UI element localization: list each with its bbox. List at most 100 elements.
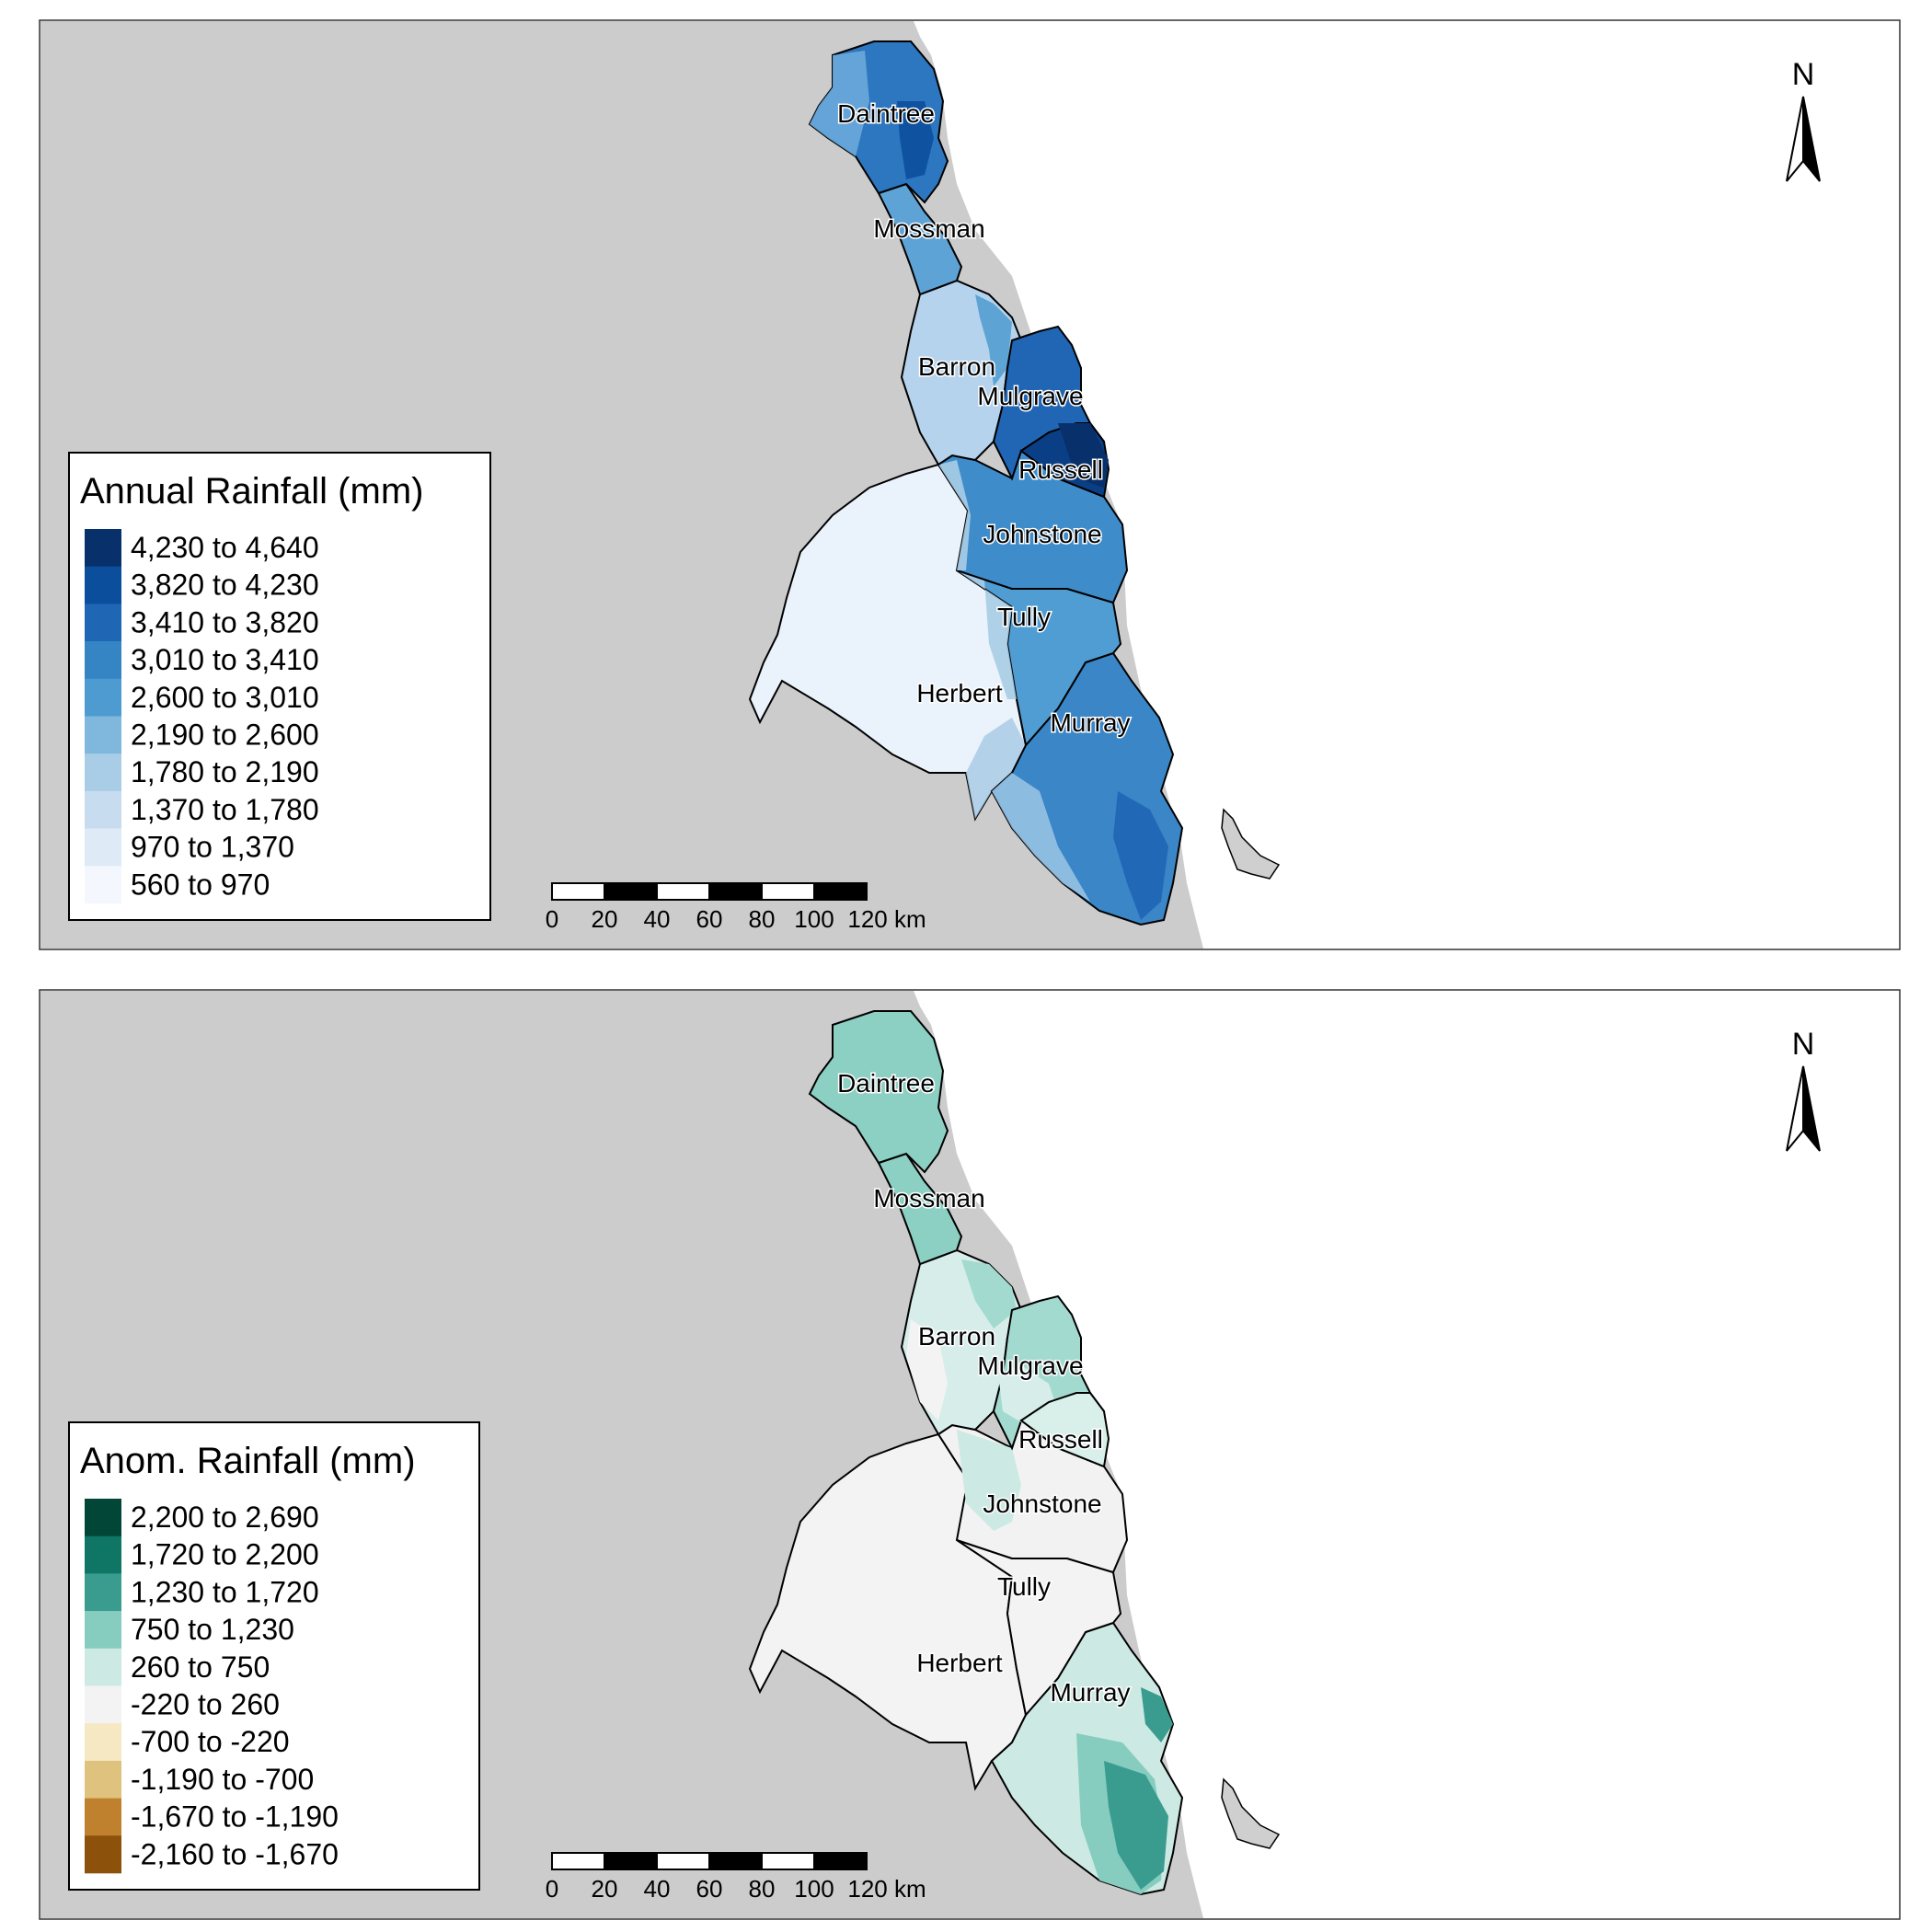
scale-bar-tick-label: 0 <box>546 1875 558 1903</box>
scale-bar-tick-label: 0 <box>546 905 558 933</box>
legend-class-label: -1,670 to -1,190 <box>131 1800 339 1834</box>
legend-class-label: 3,010 to 3,410 <box>131 643 319 676</box>
catchment-label-tully: Tully <box>997 603 1051 631</box>
legend-class-label: 2,200 to 2,690 <box>131 1501 319 1534</box>
legend-class-label: -220 to 260 <box>131 1688 280 1721</box>
legend-swatch <box>85 1535 121 1574</box>
scale-bar-tick-label: 80 <box>749 1875 776 1903</box>
catchment-label-herbert: Herbert <box>916 1649 1003 1677</box>
scale-bar-tick-label: 100 <box>794 1875 834 1903</box>
legend-swatch <box>85 753 121 792</box>
barron-grey-patch <box>906 1319 948 1420</box>
catchment-label-mossman: Mossman <box>873 214 984 243</box>
legend-class-label: -2,160 to -1,670 <box>131 1837 339 1870</box>
legend-box <box>68 452 491 921</box>
legend-class-label: 750 to 1,230 <box>131 1613 294 1646</box>
legend-swatch <box>85 529 121 567</box>
scale-bar-tick-label: 80 <box>749 905 776 933</box>
north-arrow: N <box>1786 57 1821 182</box>
legend-swatch <box>85 1798 121 1836</box>
catchment-label-johnstone: Johnstone <box>983 1489 1101 1518</box>
johnstone-light-strip <box>938 460 971 570</box>
barron-mid-patch <box>961 1259 1017 1328</box>
daintree-light-strip <box>810 51 869 156</box>
scale-bar: 0 20 40 60 80 100 120 km <box>546 882 926 933</box>
legend-swatch <box>85 790 121 829</box>
catchment-label-herbert: Herbert <box>916 679 1003 707</box>
scale-bar: 0 20 40 60 80 100 120 km <box>546 1852 926 1903</box>
catchment-label-russell: Russell <box>1018 455 1103 484</box>
legend-class-label: -700 to -220 <box>131 1725 290 1758</box>
scale-bar-tick-label: 60 <box>696 1875 723 1903</box>
catchment-label-mulgrave: Mulgrave <box>977 382 1083 410</box>
murray-coast-patch <box>1141 1687 1173 1742</box>
legend-swatch <box>85 641 121 680</box>
scale-bar-segment <box>813 882 868 901</box>
legend-class-label: 560 to 970 <box>131 868 270 901</box>
legend: Annual Rainfall (mm) 4,230 to 4,640 3,820 … <box>68 452 491 921</box>
legend-swatch <box>85 1611 121 1650</box>
legend: Anom. Rainfall (mm) 2,200 to 2,690 1,720 t… <box>68 1421 480 1891</box>
legend-swatch <box>85 1685 121 1724</box>
legend-swatch <box>85 1760 121 1799</box>
legend-swatch <box>85 1648 121 1686</box>
scale-bar-tick-label: 40 <box>644 905 671 933</box>
legend-class-label: 260 to 750 <box>131 1650 270 1684</box>
scale-bar-segment <box>551 882 605 901</box>
catchment-layer <box>748 1010 1281 1896</box>
legend-swatch <box>85 678 121 717</box>
catchment-layer <box>748 40 1281 926</box>
catchment-label-daintree: Daintree <box>837 1069 935 1098</box>
scale-bar-segment <box>708 882 763 901</box>
north-arrow: N <box>1786 1027 1821 1152</box>
legend-class-label: 3,410 to 3,820 <box>131 605 319 638</box>
scale-bar-segment <box>604 1852 658 1870</box>
catchment-label-mossman: Mossman <box>873 1184 984 1213</box>
catchment-label-murray: Murray <box>1050 1678 1130 1707</box>
legend-class-label: 1,230 to 1,720 <box>131 1575 319 1608</box>
scale-bar-segment <box>761 1852 815 1870</box>
legend-swatch <box>85 566 121 604</box>
barron-dark-strip <box>975 294 1012 386</box>
legend-class-label: 1,720 to 2,200 <box>131 1538 319 1571</box>
scale-bar-segment <box>656 882 710 901</box>
north-arrow-right-icon <box>1802 1065 1821 1152</box>
scale-bar-segment <box>656 1852 710 1870</box>
north-label: N <box>1792 1027 1815 1062</box>
scale-bar-tick-label: 120 km <box>847 1875 926 1903</box>
legend-swatch <box>85 866 121 904</box>
legend-swatch <box>85 1835 121 1874</box>
scale-bar-tick-label: 40 <box>644 1875 671 1903</box>
murray-dark-strip <box>1113 791 1168 920</box>
russell-core <box>1058 423 1109 488</box>
legend-swatch <box>85 828 121 867</box>
catchment-label-murray: Murray <box>1050 708 1130 737</box>
catchment-label-barron: Barron <box>918 1322 995 1351</box>
scale-bar-tick-label: 60 <box>696 905 723 933</box>
daintree-dark-core <box>897 101 934 179</box>
catchment-label-russell: Russell <box>1018 1425 1103 1454</box>
scale-bar-tick-label: 120 km <box>847 905 926 933</box>
legend-class-label: 1,370 to 1,780 <box>131 793 319 826</box>
catchment-daintree <box>808 1010 949 1174</box>
legend-swatch <box>85 604 121 642</box>
legend-class-label: 4,230 to 4,640 <box>131 531 319 564</box>
scale-bar-segment <box>604 882 658 901</box>
legend-class-label: -1,190 to -700 <box>131 1763 314 1796</box>
legend-class-label: 3,820 to 4,230 <box>131 569 319 602</box>
scale-bar-segment <box>708 1852 763 1870</box>
scale-bar-tick-label: 20 <box>592 1875 618 1903</box>
north-arrow-right-icon <box>1802 96 1821 182</box>
hinchinbrook-island <box>1221 808 1281 880</box>
catchment-herbert-gradient <box>966 718 1026 819</box>
north-label: N <box>1792 57 1815 92</box>
catchment-russell <box>1019 1392 1110 1468</box>
legend-class-label: 2,600 to 3,010 <box>131 681 319 714</box>
legend-box <box>68 1421 480 1891</box>
legend-swatch <box>85 716 121 754</box>
legend-title: Annual Rainfall (mm) <box>80 471 423 512</box>
catchment-label-barron: Barron <box>918 352 995 381</box>
tully-light-strip <box>957 570 1017 699</box>
